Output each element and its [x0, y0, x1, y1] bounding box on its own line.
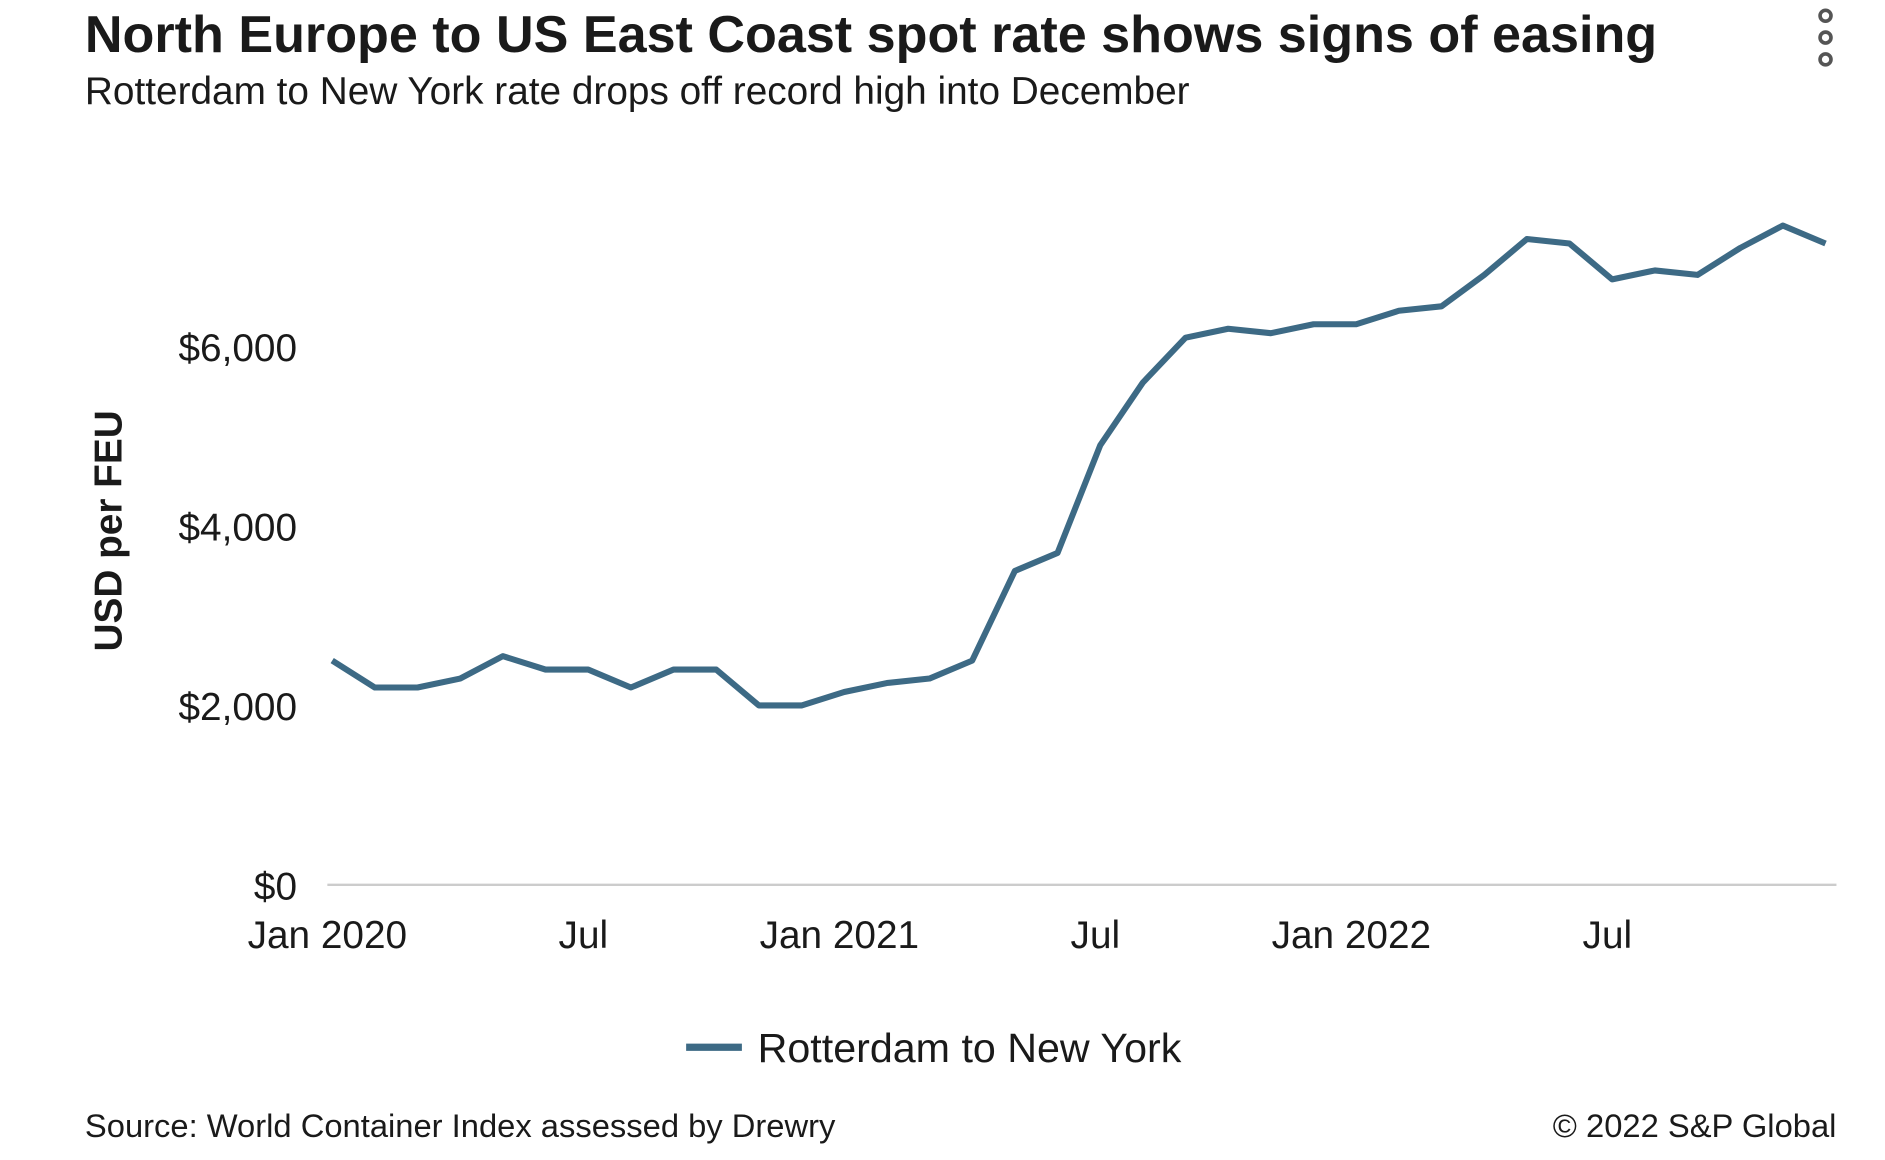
chart-subtitle: Rotterdam to New York rate drops off rec…: [85, 70, 1190, 113]
y-tick-label: $2,000: [178, 686, 297, 729]
source: Source: World Container Index assessed b…: [85, 1107, 836, 1144]
y-tick-label: $0: [254, 865, 297, 908]
y-tick-label: $6,000: [178, 327, 297, 370]
x-tick-label: Jul: [1071, 914, 1121, 957]
x-tick-label: Jul: [1583, 914, 1633, 957]
x-tick-label: Jul: [559, 914, 609, 957]
y-axis-label: USD per FEU: [87, 410, 130, 651]
copyright: © 2022 S&P Global: [1553, 1107, 1837, 1144]
chart-title: North Europe to US East Coast spot rate …: [85, 6, 1657, 64]
x-tick-label: Jan 2022: [1272, 914, 1432, 957]
menu-dot[interactable]: [1818, 8, 1833, 24]
legend-label: Rotterdam to New York: [758, 1025, 1182, 1071]
x-tick-label: Jan 2021: [760, 914, 920, 957]
menu-button[interactable]: [1818, 8, 1833, 67]
line-series: [330, 222, 1827, 709]
menu-dot[interactable]: [1818, 52, 1833, 67]
y-tick-label: $4,000: [178, 507, 297, 550]
menu-dot[interactable]: [1818, 30, 1833, 45]
x-tick-label: Jan 2020: [248, 914, 408, 957]
